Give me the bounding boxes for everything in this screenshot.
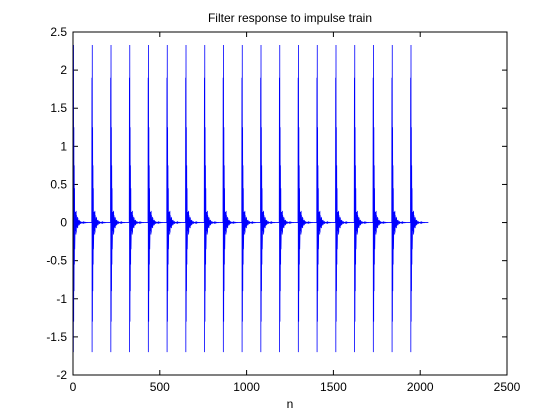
plot-frame (72, 31, 508, 376)
plot-area (73, 32, 507, 375)
x-tick-label: 2000 (407, 380, 434, 394)
series-line (72, 44, 429, 353)
x-tick-label: 2500 (494, 380, 521, 394)
x-axis-label: n (287, 397, 294, 411)
series-layer (72, 44, 429, 353)
y-tick-label: -0.5 (46, 254, 67, 268)
y-tick-label: 1 (60, 139, 67, 153)
x-tick-label: 0 (70, 380, 77, 394)
ticks-layer: 0 500 1000 1500 2000 2500 -2 -1.5 -1 -0.5 0 0.5 1 1.5… (46, 25, 520, 394)
y-tick-label: 0.5 (50, 177, 67, 191)
y-tick-label: -2 (56, 368, 67, 382)
y-tick-label: 2.5 (50, 25, 67, 39)
y-tick-label: 2 (60, 63, 67, 77)
y-tick-label: -1 (56, 292, 67, 306)
y-tick-label: 1.5 (50, 101, 67, 115)
x-tick-label: 1500 (320, 380, 347, 394)
y-tick-label: 0 (60, 216, 67, 230)
chart-title: Filter response to impulse train (208, 11, 372, 25)
y-tick-label: -1.5 (46, 330, 67, 344)
x-tick-label: 500 (150, 380, 170, 394)
x-tick-label: 1000 (233, 380, 260, 394)
